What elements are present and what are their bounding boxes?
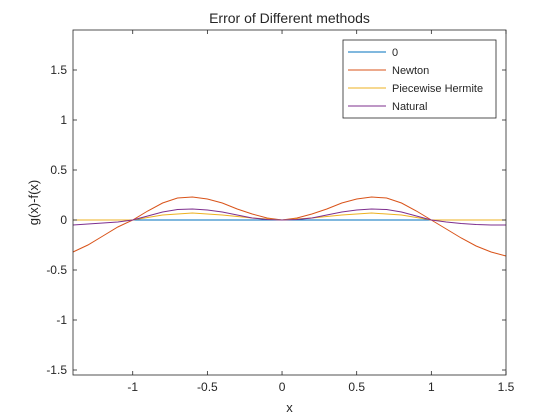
- legend-label: 0: [392, 47, 398, 59]
- chart-title: Error of Different methods: [209, 10, 370, 26]
- legend-label: Piecewise Hermite: [392, 83, 483, 95]
- x-tick-label: -1: [127, 380, 138, 394]
- y-tick-label: 1: [60, 113, 67, 127]
- legend-label: Natural: [392, 101, 427, 113]
- y-axis: -1.5 -1 -0.5 0 0.5 1 1.5: [46, 63, 506, 377]
- x-tick-label: -0.5: [197, 380, 218, 394]
- y-tick-label: -0.5: [46, 263, 67, 277]
- x-axis-label: x: [286, 400, 293, 415]
- y-tick-label: -1: [56, 313, 67, 327]
- plot-frame: [72, 29, 507, 376]
- x-axis: -1 -0.5 0 0.5 1 1.5: [127, 30, 515, 394]
- series-line: [73, 212, 506, 221]
- series-layer: [72, 196, 507, 257]
- x-tick-label: 1.5: [498, 380, 515, 394]
- y-tick-label: 0.5: [50, 163, 67, 177]
- y-tick-label: 1.5: [50, 63, 67, 77]
- x-tick-label: 0.5: [348, 380, 365, 394]
- legend: 0 Newton Piecewise Hermite Natural: [342, 39, 497, 119]
- legend-box: [342, 39, 497, 119]
- series-line: [72, 208, 506, 226]
- y-axis-label: g(x)-f(x): [26, 180, 41, 226]
- y-tick-label: 0: [60, 213, 67, 227]
- y-tick-label: -1.5: [46, 363, 67, 377]
- x-tick-label: 1: [428, 380, 435, 394]
- x-tick-label: 0: [279, 380, 286, 394]
- legend-label: Newton: [392, 65, 429, 77]
